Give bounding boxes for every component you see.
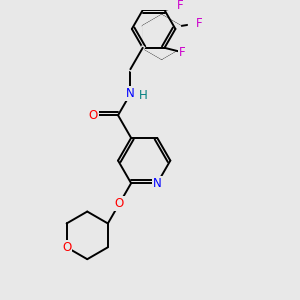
Text: O: O bbox=[89, 109, 98, 122]
Text: N: N bbox=[126, 87, 135, 101]
Text: O: O bbox=[115, 197, 124, 210]
Text: N: N bbox=[153, 177, 162, 190]
Polygon shape bbox=[143, 15, 181, 59]
Text: O: O bbox=[62, 241, 71, 254]
Text: F: F bbox=[177, 0, 184, 12]
Text: H: H bbox=[139, 89, 148, 102]
Text: F: F bbox=[196, 16, 203, 30]
Text: F: F bbox=[178, 46, 185, 59]
